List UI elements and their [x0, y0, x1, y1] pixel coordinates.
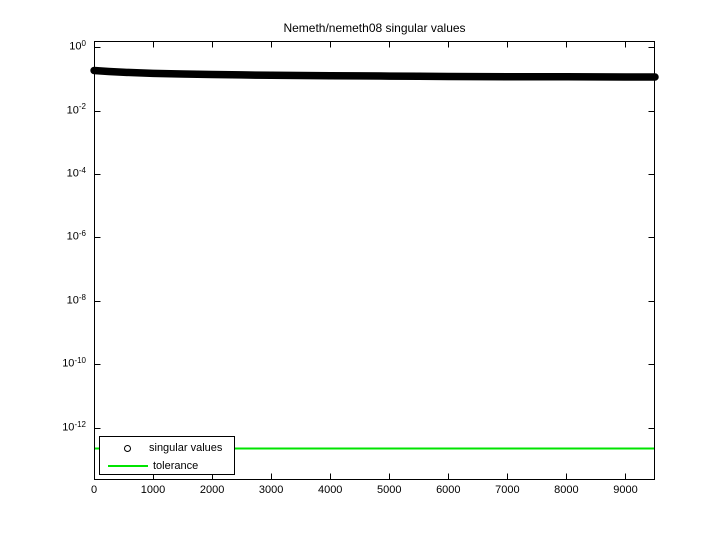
x-tick-label: 9000: [613, 484, 638, 496]
y-tick-label: 10-10: [62, 356, 86, 371]
y-tick-label: 100: [69, 38, 86, 53]
y-tick-label: 10-8: [66, 292, 86, 307]
open-circle-icon: [124, 444, 131, 452]
axes-frame: [94, 41, 655, 480]
x-tick-label: 7000: [495, 484, 520, 496]
plot-canvas: [90, 41, 659, 480]
x-tick-label: 4000: [317, 484, 343, 496]
y-tick-label: 10-2: [66, 102, 86, 117]
chart-title: Nemeth/nemeth08 singular values: [283, 21, 466, 35]
x-tick-label: 3000: [258, 484, 284, 496]
legend-label: singular values: [149, 442, 223, 454]
singular-values-series: [90, 66, 659, 81]
x-tick-label: 0: [90, 484, 98, 496]
x-tick-label: 6000: [436, 484, 461, 496]
x-tick-label: 2000: [199, 484, 225, 496]
legend-entry-singular-values: singular values: [100, 439, 234, 457]
x-tick-label: 8000: [554, 484, 579, 496]
x-tick-label: 1000: [140, 484, 166, 496]
y-tick-label: 10-4: [66, 165, 86, 180]
legend: singular values tolerance: [99, 436, 235, 475]
y-tick-label: 10-12: [62, 419, 86, 434]
tolerance-line-icon: [108, 465, 148, 467]
x-tick-label: 5000: [377, 484, 402, 496]
legend-entry-tolerance: tolerance: [100, 457, 234, 475]
y-tick-label: 10-6: [66, 229, 86, 244]
legend-label: tolerance: [153, 460, 199, 472]
